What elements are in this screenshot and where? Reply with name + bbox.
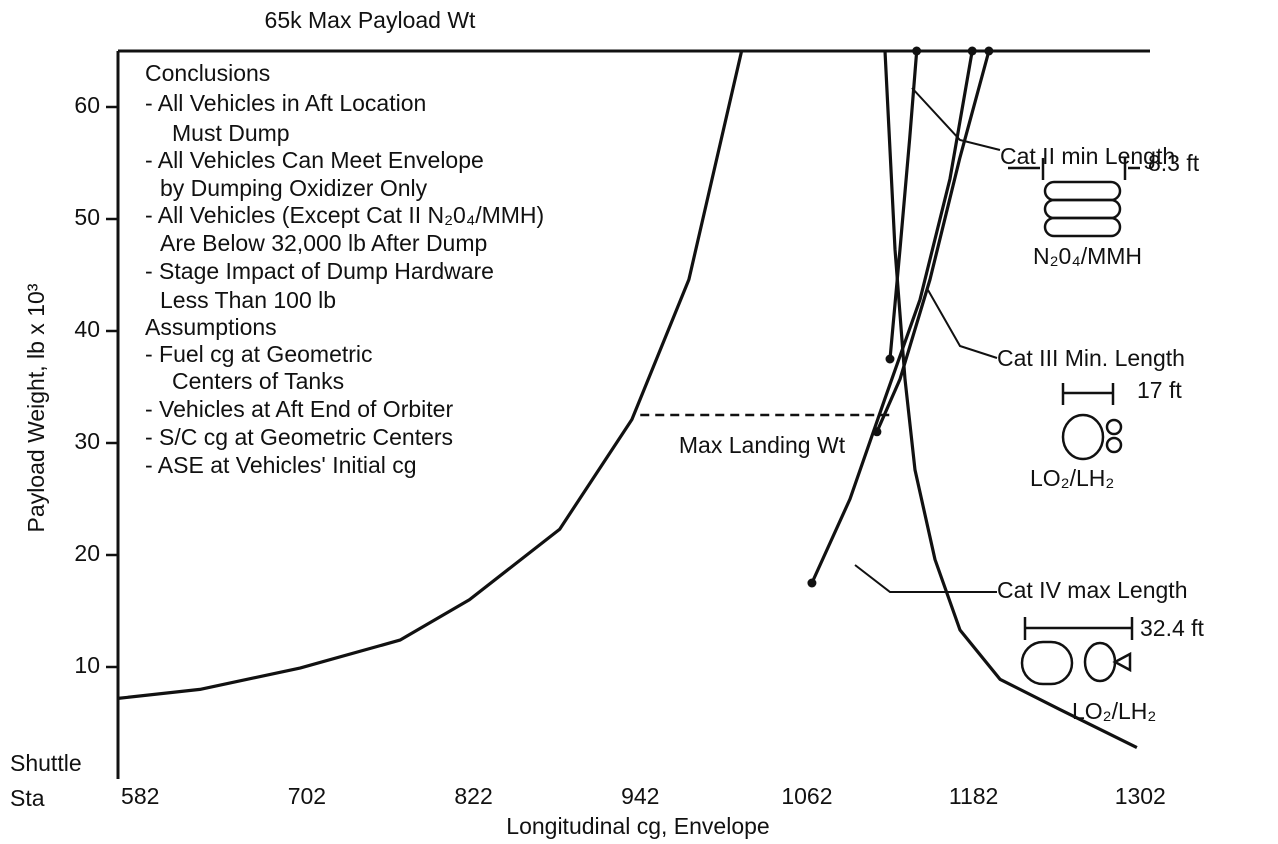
note-line: - Vehicles at Aft End of Orbiter [145, 396, 453, 422]
y-tick-label: 60 [74, 92, 100, 118]
curve [883, 50, 1138, 750]
curve-point [967, 46, 977, 56]
y-tick-label: 50 [74, 204, 100, 230]
y-axis-label: Payload Weight, lb x 10³ [23, 283, 49, 532]
callout-length: 17 ft [1137, 377, 1182, 403]
x-axis-prefix: Sta [10, 785, 45, 811]
x-tick-label: 1182 [949, 783, 998, 809]
curve-point [885, 354, 895, 364]
cat-iv-icon [1020, 617, 1134, 686]
curve [810, 50, 974, 584]
x-tick-label: 1062 [781, 783, 832, 809]
curve-point [912, 46, 922, 56]
leader-line [911, 87, 1001, 151]
note-line: - All Vehicles (Except Cat II N₂0₄/MMH) [145, 202, 544, 228]
ref-line-label: Max Landing Wt [679, 432, 846, 458]
callout-length: 32.4 ft [1140, 615, 1205, 641]
x-axis-label: Longitudinal cg, Envelope [506, 813, 769, 839]
curve-point [872, 427, 882, 437]
y-tick-label: 20 [74, 540, 100, 566]
note-line: - All Vehicles in Aft Location [145, 90, 426, 116]
x-tick-label: 702 [288, 783, 326, 809]
note-line: Centers of Tanks [172, 368, 344, 394]
cat-iii-icon [1061, 383, 1123, 461]
x-tick-label: 822 [454, 783, 492, 809]
leader-line [854, 564, 997, 593]
ref-line-label: 65k Max Payload Wt [265, 7, 477, 33]
curve-point [984, 46, 994, 56]
y-tick-label: 30 [74, 428, 100, 454]
cat-ii-icon [1008, 158, 1140, 238]
x-tick-label: 1302 [1115, 783, 1166, 809]
curve [117, 50, 744, 700]
callout-title: Cat III Min. Length [997, 345, 1185, 371]
callout-propellant: N₂0₄/MMH [1033, 243, 1142, 269]
y-tick-label: 40 [74, 316, 100, 342]
callout-propellant: LO₂/LH₂ [1072, 698, 1156, 724]
note-line: Must Dump [172, 120, 290, 146]
note-line: Conclusions [145, 60, 270, 86]
curve [875, 50, 991, 433]
y-tick-label: 10 [74, 652, 100, 678]
note-line: - All Vehicles Can Meet Envelope [145, 147, 484, 173]
note-line: - ASE at Vehicles' Initial cg [145, 452, 417, 478]
note-line: - Stage Impact of Dump Hardware [145, 258, 494, 284]
note-line: - Fuel cg at Geometric [145, 341, 373, 367]
note-line: Assumptions [145, 314, 277, 340]
callout-propellant: LO₂/LH₂ [1030, 465, 1114, 491]
x-tick-label: 942 [621, 783, 659, 809]
curve [888, 50, 919, 360]
callout-title: Cat IV max Length [997, 577, 1188, 603]
leader-line [927, 289, 998, 359]
x-tick-label: 582 [121, 783, 159, 809]
note-line: Are Below 32,000 lb After Dump [160, 230, 487, 256]
curve-point [807, 578, 817, 588]
x-axis-prefix: Shuttle [10, 750, 82, 776]
note-line: - S/C cg at Geometric Centers [145, 424, 453, 450]
callout-title: Cat II min Length [1000, 143, 1175, 169]
note-line: by Dumping Oxidizer Only [160, 175, 428, 201]
callout-length: 8.3 ft [1148, 150, 1200, 176]
note-line: Less Than 100 lb [160, 287, 336, 313]
